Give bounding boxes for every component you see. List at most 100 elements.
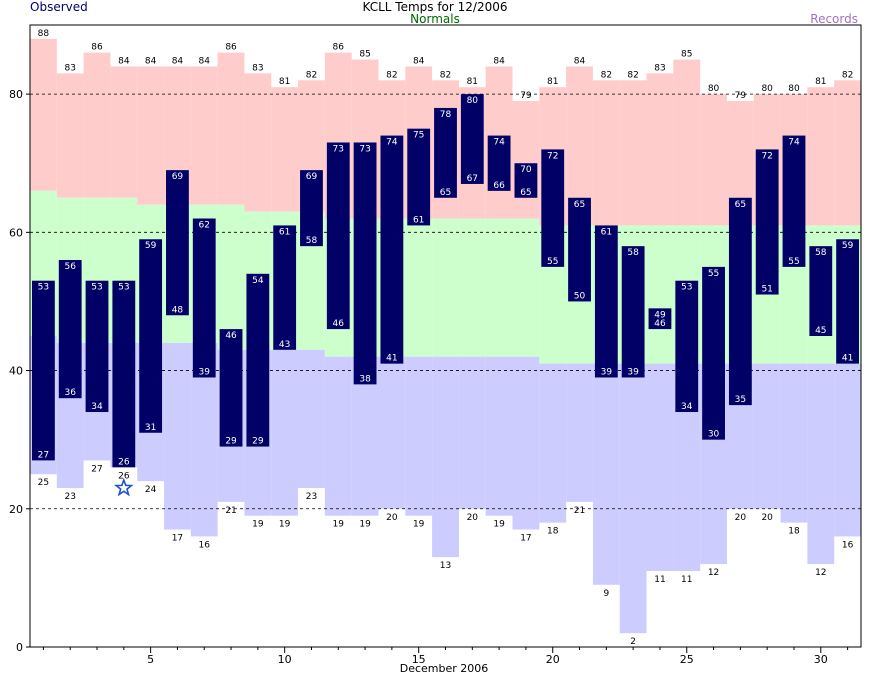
record-band-day-31 xyxy=(834,80,861,226)
low-band-day-11 xyxy=(298,349,325,489)
observed-bar-day-9 xyxy=(246,273,270,447)
legend-observed: Observed xyxy=(30,0,88,14)
record-low-label-day-10: 19 xyxy=(279,520,291,530)
observed-high-label-day-15: 75 xyxy=(413,131,424,141)
record-band-day-10 xyxy=(271,87,299,212)
record-band-day-9 xyxy=(244,73,272,212)
observed-high-label-day-17: 80 xyxy=(467,96,479,106)
record-low-label-day-13: 19 xyxy=(359,520,371,530)
observed-bar-day-14 xyxy=(380,135,404,364)
observed-high-label-day-16: 78 xyxy=(440,110,452,120)
chart-title: KCLL Temps for 12/2006 xyxy=(362,0,508,14)
observed-high-label-day-23: 58 xyxy=(627,248,639,258)
record-low-label-day-19: 17 xyxy=(520,534,531,544)
record-high-label-day-25: 85 xyxy=(681,50,692,60)
normal-band-day-19 xyxy=(512,218,540,357)
normal-band-day-17 xyxy=(458,218,486,357)
low-band-day-23 xyxy=(619,363,647,634)
observed-bar-day-13 xyxy=(353,142,377,385)
low-band-day-6 xyxy=(164,342,191,530)
record-high-label-day-6: 84 xyxy=(172,56,184,66)
record-band-day-5 xyxy=(137,66,165,205)
record-high-label-day-17: 81 xyxy=(467,77,478,87)
normal-band-day-18 xyxy=(485,218,513,357)
y-tick-label-80: 80 xyxy=(9,88,23,101)
observed-high-label-day-5: 59 xyxy=(145,241,157,251)
record-band-day-19 xyxy=(512,101,540,219)
observed-high-label-day-2: 56 xyxy=(64,262,76,272)
observed-low-label-day-19: 65 xyxy=(520,188,531,198)
observed-bar-day-20 xyxy=(541,149,565,267)
y-tick-label-40: 40 xyxy=(9,365,23,378)
record-low-label-day-9: 19 xyxy=(252,520,264,530)
record-high-label-day-4: 84 xyxy=(118,56,130,66)
observed-low-label-day-16: 65 xyxy=(440,188,451,198)
observed-high-label-day-31: 59 xyxy=(842,241,854,251)
record-high-label-day-1: 88 xyxy=(38,29,50,39)
record-low-label-day-29: 18 xyxy=(788,527,800,537)
record-low-label-day-15: 19 xyxy=(413,520,425,530)
observed-bar-day-19 xyxy=(514,163,538,198)
observed-bar-day-3 xyxy=(85,280,109,413)
observed-high-label-day-30: 58 xyxy=(815,248,827,258)
record-star-icon xyxy=(113,477,134,497)
observed-low-label-day-10: 43 xyxy=(279,340,290,350)
observed-bars xyxy=(32,94,859,468)
observed-low-label-day-3: 34 xyxy=(91,402,103,412)
observed-high-label-day-4: 53 xyxy=(118,283,129,293)
record-high-label-day-2: 83 xyxy=(64,63,75,73)
record-band-day-2 xyxy=(56,73,84,198)
low-band-day-14 xyxy=(378,356,406,509)
record-high-label-day-11: 82 xyxy=(306,70,317,80)
record-high-label-day-8: 86 xyxy=(225,43,237,53)
observed-high-label-day-1: 53 xyxy=(38,283,49,293)
observed-bar-day-15 xyxy=(407,128,431,226)
observed-low-label-day-1: 27 xyxy=(38,450,49,460)
observed-bar-day-21 xyxy=(568,197,591,302)
x-tick-label-30: 30 xyxy=(814,653,828,666)
record-band-day-22 xyxy=(592,80,620,226)
record-band-day-1 xyxy=(30,38,57,191)
record-high-label-day-12: 86 xyxy=(333,43,345,53)
observed-bar-day-2 xyxy=(58,259,82,399)
x-tick-label-25: 25 xyxy=(680,653,694,666)
low-band-day-29 xyxy=(780,363,808,523)
observed-bar-day-28 xyxy=(755,149,779,295)
observed-low-label-day-27: 35 xyxy=(735,395,746,405)
observed-low-label-day-24: 46 xyxy=(654,319,666,329)
observed-low-label-day-6: 48 xyxy=(172,305,184,315)
record-low-label-day-22: 9 xyxy=(603,589,609,599)
observed-low-label-day-23: 39 xyxy=(627,367,639,377)
observed-low-label-day-26: 30 xyxy=(708,430,720,440)
record-band-day-8 xyxy=(217,52,245,205)
y-tick-label-20: 20 xyxy=(9,503,23,516)
record-low-label-day-2: 23 xyxy=(64,492,75,502)
observed-high-label-day-10: 61 xyxy=(279,227,290,237)
record-high-label-day-24: 83 xyxy=(654,63,665,73)
observed-low-label-day-4: 26 xyxy=(118,457,130,467)
low-band-day-24 xyxy=(646,363,674,571)
observed-bar-day-24 xyxy=(648,308,672,330)
observed-bar-day-30 xyxy=(809,246,833,336)
record-band-day-26 xyxy=(700,94,727,226)
record-low-label-day-1: 25 xyxy=(38,478,49,488)
axes: 0 20 40 60 80 5 10 15 20 25 30 xyxy=(9,24,862,666)
observed-high-label-day-8: 46 xyxy=(225,331,237,341)
record-high-label-day-16: 82 xyxy=(440,70,451,80)
record-low-label-day-30: 12 xyxy=(815,568,826,578)
observed-bar-day-23 xyxy=(621,246,645,378)
observed-low-label-day-7: 39 xyxy=(199,367,211,377)
observed-bar-day-4 xyxy=(112,280,136,468)
observed-bar-day-6 xyxy=(166,170,189,316)
normal-band-day-8 xyxy=(217,204,245,350)
observed-bar-day-25 xyxy=(675,280,699,413)
legend-normals: Normals xyxy=(410,12,460,26)
observed-high-label-day-6: 69 xyxy=(172,172,184,182)
record-high-label-day-31: 82 xyxy=(842,70,853,80)
low-band-day-16 xyxy=(432,356,459,558)
observed-low-label-day-12: 46 xyxy=(333,319,345,329)
record-low-label-day-14: 20 xyxy=(386,513,398,523)
observed-high-label-day-12: 73 xyxy=(333,144,344,154)
observed-bar-day-12 xyxy=(326,142,350,330)
